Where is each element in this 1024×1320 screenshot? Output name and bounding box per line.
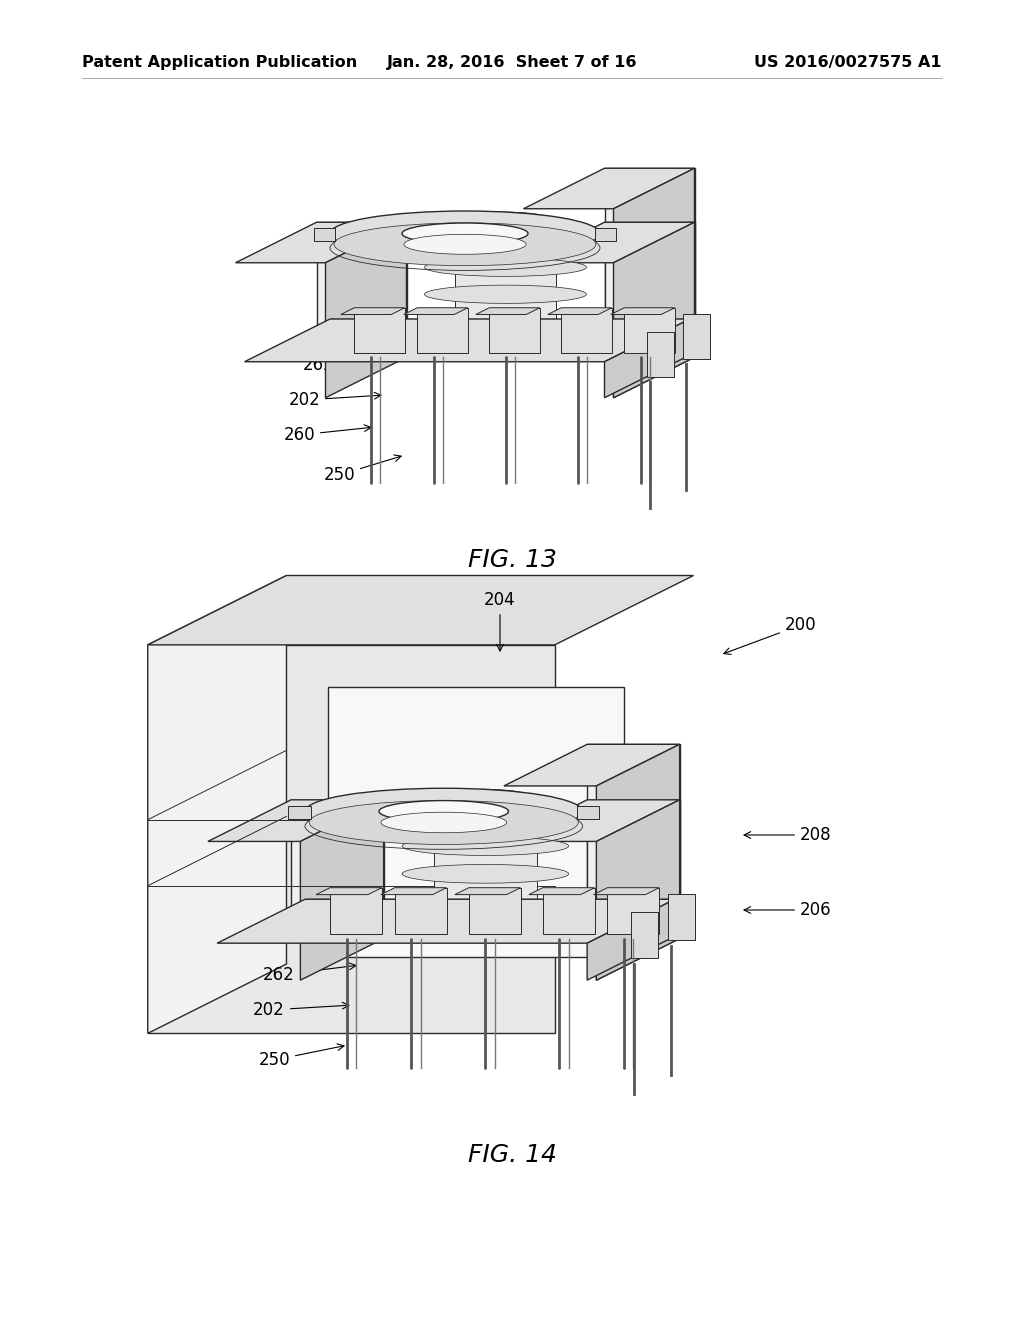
Ellipse shape (330, 211, 600, 256)
Polygon shape (504, 744, 680, 785)
Polygon shape (548, 308, 611, 314)
Ellipse shape (379, 801, 509, 822)
Polygon shape (469, 887, 520, 935)
Polygon shape (147, 645, 555, 1034)
Polygon shape (403, 308, 468, 314)
Text: 202: 202 (253, 1001, 349, 1019)
Text: 262: 262 (263, 964, 356, 983)
Polygon shape (647, 331, 674, 376)
Text: Jan. 28, 2016  Sheet 7 of 16: Jan. 28, 2016 Sheet 7 of 16 (387, 54, 637, 70)
Polygon shape (300, 800, 384, 981)
Polygon shape (236, 222, 407, 263)
Polygon shape (305, 899, 675, 936)
Polygon shape (504, 800, 680, 841)
Ellipse shape (425, 285, 587, 304)
Polygon shape (613, 168, 694, 397)
Polygon shape (326, 222, 407, 397)
Polygon shape (330, 887, 382, 935)
Ellipse shape (433, 789, 538, 810)
Polygon shape (433, 800, 538, 939)
Polygon shape (476, 308, 540, 314)
Polygon shape (208, 800, 384, 841)
Polygon shape (610, 308, 675, 314)
Polygon shape (528, 887, 595, 895)
Polygon shape (625, 308, 675, 352)
Polygon shape (595, 228, 616, 240)
Ellipse shape (402, 865, 568, 883)
Ellipse shape (425, 231, 587, 249)
Polygon shape (587, 744, 680, 939)
Polygon shape (341, 308, 404, 314)
Polygon shape (561, 308, 611, 352)
Polygon shape (683, 314, 710, 359)
Polygon shape (291, 800, 384, 939)
Polygon shape (289, 805, 310, 818)
Text: 200: 200 (724, 616, 816, 655)
Ellipse shape (305, 788, 583, 834)
Polygon shape (523, 168, 694, 209)
Ellipse shape (433, 919, 538, 940)
Polygon shape (316, 222, 407, 358)
Ellipse shape (425, 259, 587, 276)
Polygon shape (607, 887, 659, 935)
Polygon shape (381, 887, 446, 895)
Ellipse shape (402, 223, 528, 244)
Polygon shape (604, 222, 694, 358)
Polygon shape (418, 308, 468, 352)
Polygon shape (543, 887, 595, 935)
Polygon shape (328, 686, 624, 957)
Text: 250: 250 (324, 455, 401, 484)
Polygon shape (147, 576, 287, 1034)
Polygon shape (330, 319, 690, 355)
Ellipse shape (381, 812, 507, 833)
Ellipse shape (455, 338, 556, 358)
Ellipse shape (402, 837, 568, 855)
Polygon shape (354, 308, 404, 352)
Text: 202: 202 (288, 391, 381, 409)
Polygon shape (245, 319, 690, 362)
Text: 204: 204 (484, 591, 516, 651)
Text: 260: 260 (284, 425, 371, 444)
Polygon shape (523, 222, 694, 263)
Text: US 2016/0027575 A1: US 2016/0027575 A1 (755, 54, 942, 70)
Text: FIG. 14: FIG. 14 (468, 1143, 556, 1167)
Polygon shape (587, 800, 680, 939)
Polygon shape (316, 887, 382, 895)
Polygon shape (313, 228, 336, 240)
Polygon shape (596, 744, 680, 981)
Polygon shape (668, 894, 695, 940)
Text: 250: 250 (258, 1044, 344, 1069)
Polygon shape (455, 887, 520, 895)
Polygon shape (489, 308, 540, 352)
Polygon shape (596, 800, 680, 981)
Ellipse shape (455, 213, 556, 232)
Text: 208: 208 (744, 826, 831, 843)
Polygon shape (217, 899, 675, 944)
Polygon shape (577, 805, 599, 818)
Polygon shape (147, 576, 693, 645)
Polygon shape (604, 319, 690, 397)
Polygon shape (631, 912, 658, 958)
Ellipse shape (309, 800, 579, 845)
Polygon shape (604, 168, 694, 358)
Text: 206: 206 (744, 902, 831, 919)
Text: 262: 262 (303, 355, 386, 374)
Text: FIG. 13: FIG. 13 (468, 548, 556, 572)
Polygon shape (394, 887, 446, 935)
Polygon shape (613, 222, 694, 397)
Ellipse shape (402, 809, 568, 828)
Ellipse shape (334, 223, 596, 265)
Ellipse shape (403, 235, 526, 255)
Polygon shape (594, 887, 659, 895)
Polygon shape (455, 222, 556, 358)
Text: Patent Application Publication: Patent Application Publication (82, 54, 357, 70)
Polygon shape (587, 899, 675, 981)
